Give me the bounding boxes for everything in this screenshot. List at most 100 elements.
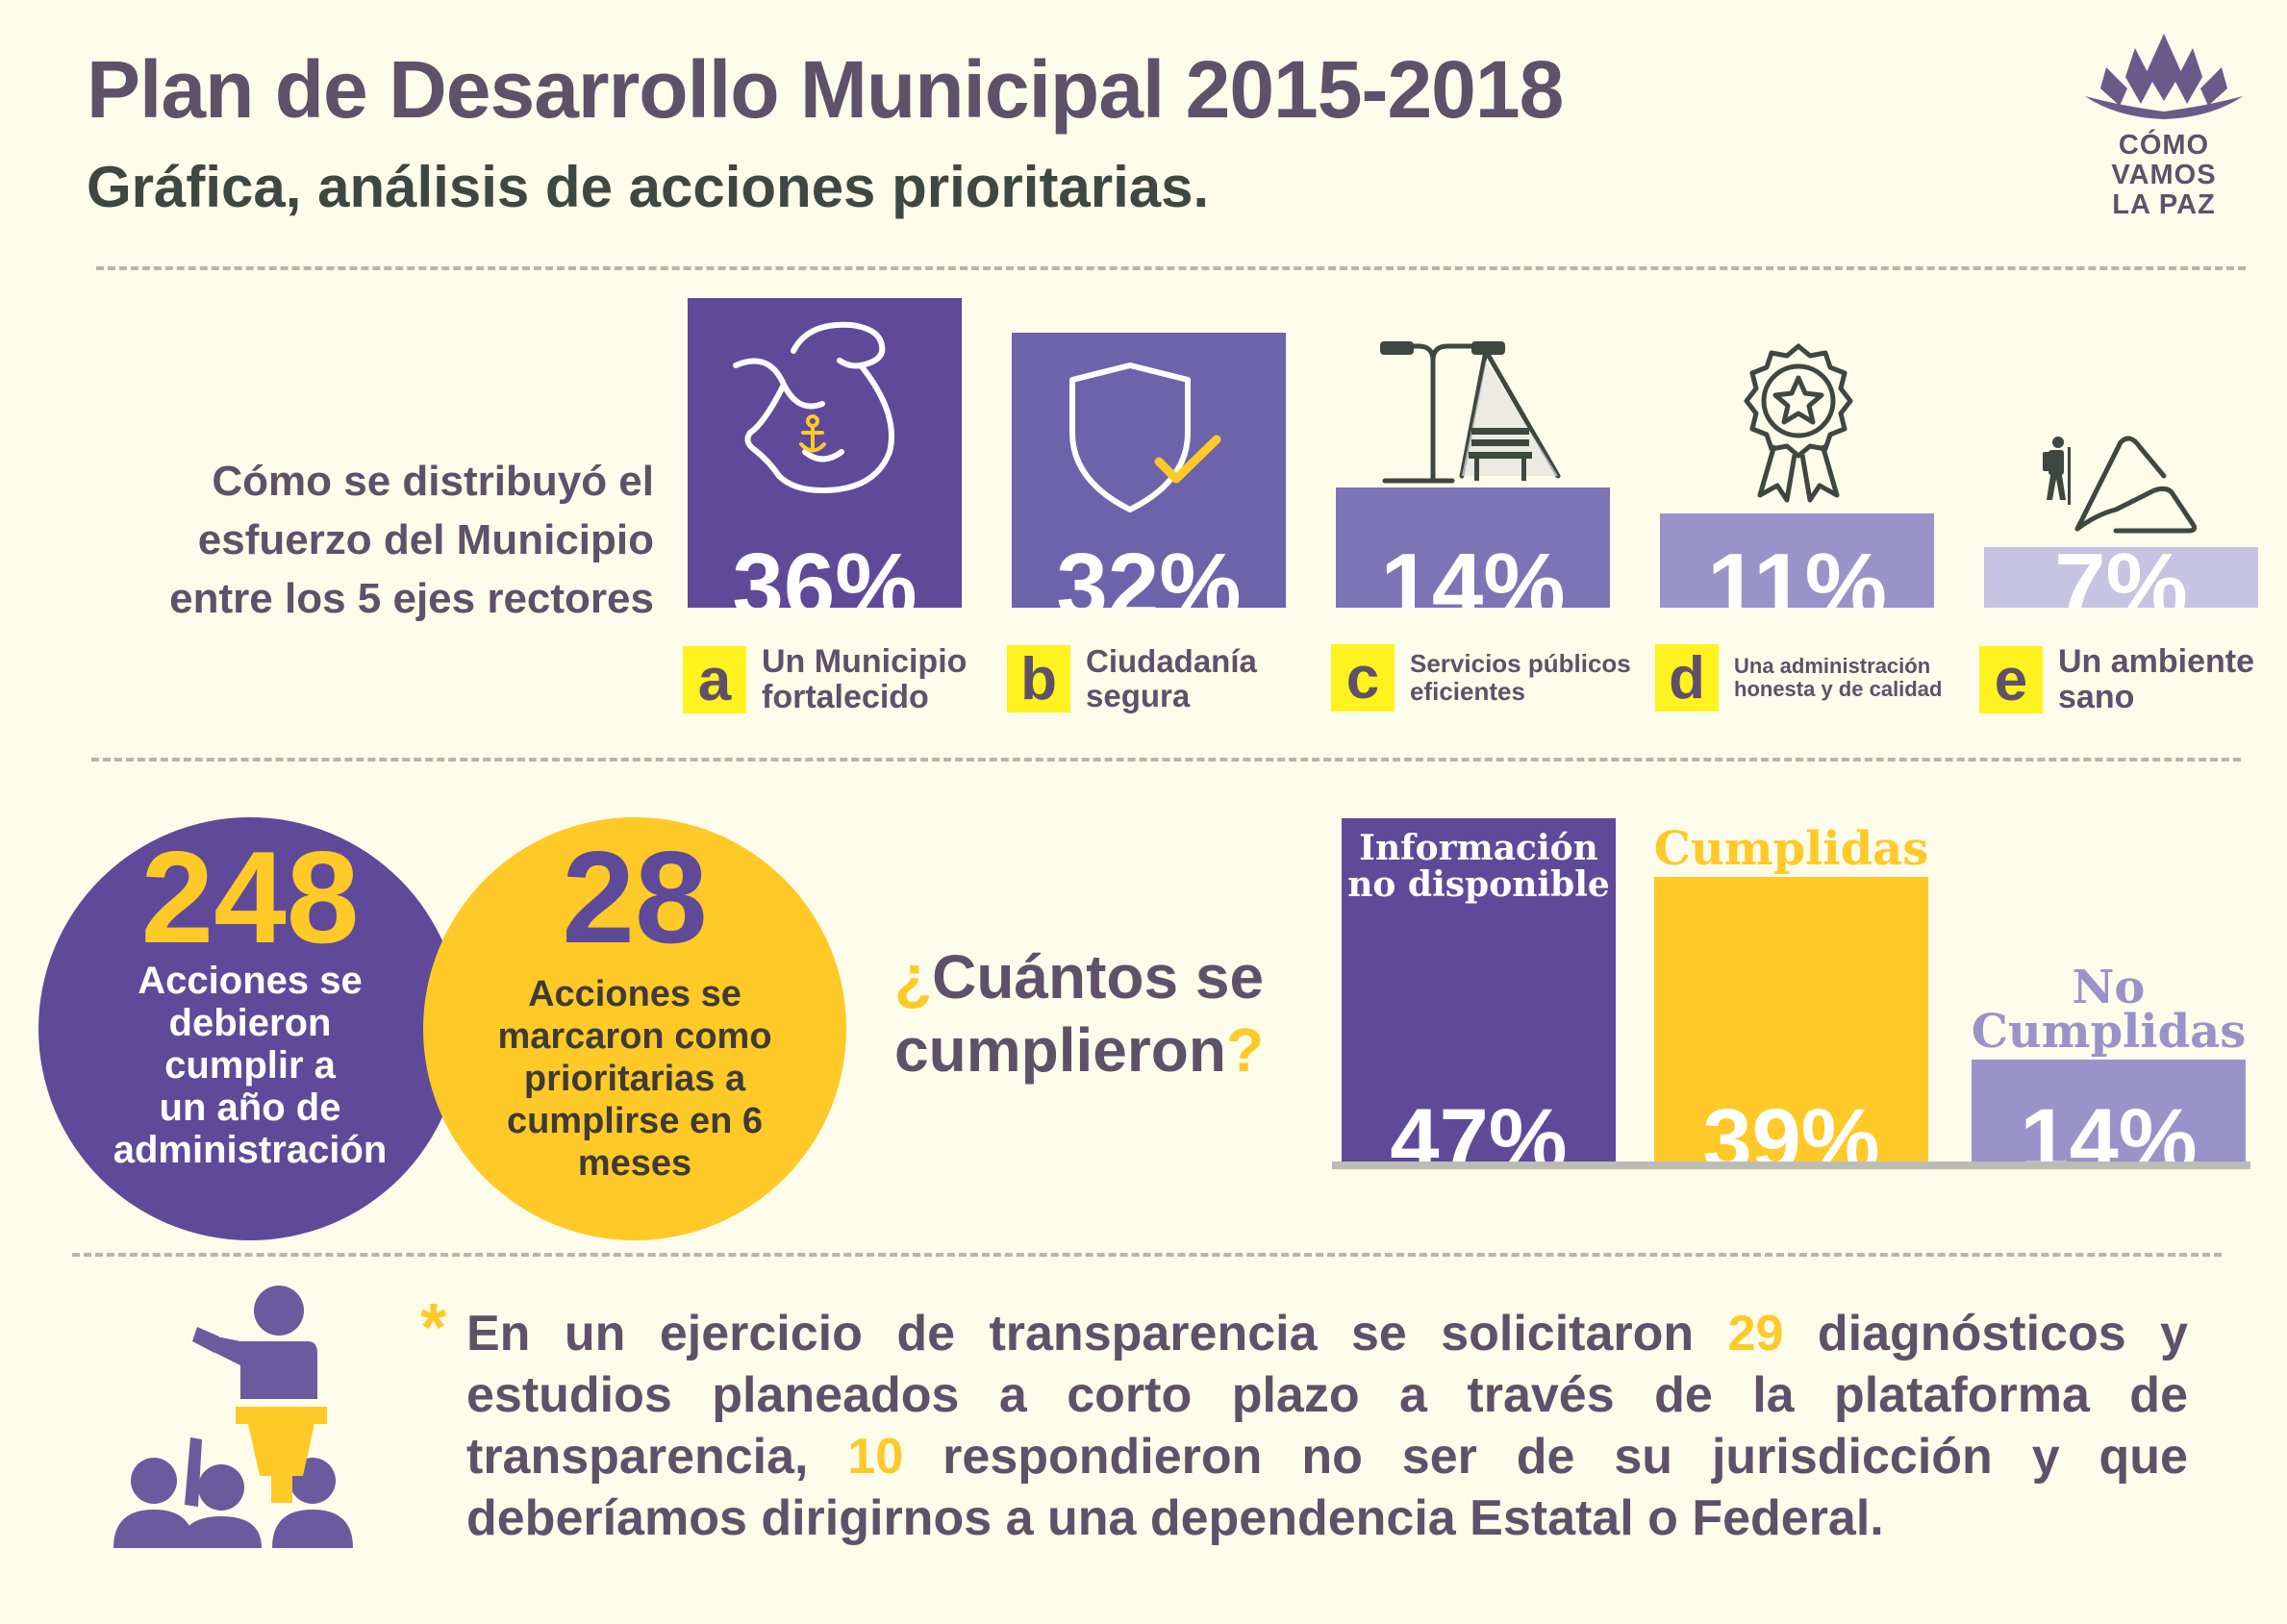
- chart1-category-line: segura: [1086, 678, 1191, 713]
- footnote-part: En un ejercicio de transparencia se soli…: [466, 1306, 1728, 1362]
- chart1-category-letter: d: [1655, 644, 1719, 712]
- footnote-part: diagnósticos y estudios planeados a cort…: [466, 1306, 2188, 1485]
- footnote-text: En un ejercicio de transparencia se soli…: [466, 1303, 2188, 1549]
- chart2-baseline: [1332, 1162, 2250, 1169]
- divider: [96, 266, 2246, 270]
- stat-circle-priority: 28 Acciones se marcaron como prioritaria…: [423, 817, 846, 1240]
- logo-line: CÓMO: [2118, 130, 2210, 161]
- chart1-bar: 11%: [1660, 513, 1934, 608]
- chart1-title-line: Cómo se distribuyó el: [212, 458, 654, 505]
- logo: CÓMO VAMOS LA PAZ: [2077, 29, 2250, 231]
- chart2-category-line: no disponible: [1347, 864, 1610, 905]
- chart1-category-line: sano: [2058, 679, 2135, 715]
- footnote-star: *: [420, 1289, 447, 1364]
- chart1-bar-value: 14%: [1380, 535, 1566, 609]
- chart2-title: ¿Cuántos se cumplieron?: [894, 940, 1264, 1087]
- chart1-category-letter: e: [1979, 646, 2043, 713]
- chart1-bar-value: 36%: [732, 535, 917, 609]
- stat-line: Acciones se: [528, 974, 741, 1014]
- chart1-category-label: a Un Municipio fortalecido: [683, 644, 967, 715]
- chart1-category-letter: c: [1331, 644, 1395, 712]
- stat-line: un año de: [159, 1087, 341, 1129]
- stat-line: debieron: [168, 1002, 332, 1044]
- chart1-category-label: e Un ambiente sano: [1979, 644, 2254, 715]
- chart2-category-line: Cumplidas: [1653, 822, 1929, 876]
- chart1-bar-value: 7%: [2054, 547, 2188, 608]
- chart1-title-line: esfuerzo del Municipio: [197, 516, 654, 563]
- chart2-title-line: ¿Cuántos se: [894, 940, 1264, 1013]
- chart1-category-line: Un Municipio: [762, 643, 968, 680]
- chart1-title-line: entre los 5 ejes rectores: [169, 575, 654, 622]
- question-text: Cuántos se: [932, 942, 1265, 1012]
- chart1-category-line: fortalecido: [762, 679, 929, 715]
- hiker-mountain-icon: [2043, 436, 2198, 534]
- chart1-category-text: Ciudadanía segura: [1086, 644, 1257, 713]
- logo-line: VAMOS: [2111, 160, 2217, 190]
- chart1-category-label: c Servicios públicos eficientes: [1331, 644, 1631, 712]
- stat-line: marcaron como: [497, 1016, 772, 1057]
- chart2-category-label: Información no disponible: [1322, 830, 1635, 903]
- streetlight-bench-icon: [1380, 341, 1561, 484]
- chart2-bar-value: 14%: [2020, 1091, 2198, 1162]
- logo-text: CÓMO VAMOS LA PAZ: [2077, 131, 2250, 220]
- chart2-category-line: No: [2072, 961, 2146, 1014]
- page-title: Plan de Desarrollo Municipal 2015-2018: [87, 44, 1564, 135]
- chart1-bar: 36%: [688, 298, 962, 608]
- divider: [72, 1253, 2222, 1257]
- chart1-bar: 7%: [1984, 547, 2258, 608]
- chart1-bar-value: 11%: [1707, 535, 1887, 609]
- stat-line: administración: [113, 1129, 388, 1171]
- chart1-category-text: Un Municipio fortalecido: [762, 644, 967, 715]
- footnote-part: respondieron no ser de su jurisdicción y…: [466, 1429, 2188, 1546]
- chart2-bar-value: 47%: [1390, 1091, 1568, 1162]
- chart1-category-line: Servicios públicos: [1410, 649, 1631, 678]
- chart1-category-text: Servicios públicos eficientes: [1410, 650, 1631, 706]
- lotus-icon: [2085, 34, 2243, 119]
- chart1-category-letter: a: [683, 646, 746, 713]
- chart1-category-label: d Una administración honesta y de calidad: [1655, 644, 1942, 712]
- chart2-title-line: cumplieron?: [894, 1013, 1264, 1087]
- footnote-number: 29: [1727, 1306, 1784, 1362]
- chart1-category-line: Ciudadanía: [1086, 643, 1257, 679]
- chart2-category-label: No Cumplidas: [1952, 961, 2265, 1059]
- question-close: ?: [1225, 1015, 1265, 1085]
- chart1-category-line: honesta y de calidad: [1734, 677, 1943, 701]
- chart2-category-label: Cumplidas: [1635, 822, 1948, 876]
- award-rosette-icon: [1744, 343, 1853, 503]
- stat-text: Acciones se debieron cumplir a un año de…: [38, 960, 462, 1171]
- chart1-bar: 14%: [1336, 487, 1610, 608]
- chart2-bar-value: 39%: [1702, 1091, 1880, 1162]
- page-subtitle: Gráfica, análisis de acciones prioritari…: [87, 155, 1210, 219]
- question-open: ¿: [894, 942, 933, 1012]
- stat-number: 28: [562, 824, 708, 970]
- chart2-bar: 39%: [1654, 877, 1928, 1162]
- chart1-category-line: eficientes: [1410, 677, 1525, 706]
- chart1-category-label: b Ciudadanía segura: [1007, 644, 1257, 713]
- chart2-category-line: Cumplidas: [1971, 1005, 2247, 1059]
- chart2-bar: 14%: [1972, 1060, 2246, 1162]
- chart1-title: Cómo se distribuyó el esfuerzo del Munic…: [48, 452, 654, 628]
- stat-line: prioritarias a: [523, 1059, 746, 1099]
- chart1-category-text: Un ambiente sano: [2058, 644, 2254, 715]
- chart1-category-line: Un ambiente: [2058, 643, 2255, 680]
- chart1-category-letter: b: [1007, 645, 1070, 712]
- chart1-category-line: Una administración: [1734, 654, 1931, 678]
- footnote-number: 10: [847, 1429, 904, 1485]
- flexed-arm-icon: [733, 321, 894, 493]
- chart2-bar: 47%: [1342, 818, 1616, 1162]
- speaker-audience-icon: [113, 1286, 353, 1548]
- shield-check-icon: [1069, 362, 1221, 512]
- stat-line: meses: [577, 1143, 692, 1184]
- divider: [91, 758, 2241, 762]
- chart1-bar-value: 32%: [1056, 535, 1242, 609]
- logo-line: LA PAZ: [2112, 189, 2216, 220]
- stat-text: Acciones se marcaron como prioritarias a…: [423, 973, 846, 1185]
- question-text: cumplieron: [894, 1015, 1226, 1085]
- stat-line: Acciones se: [138, 960, 363, 1002]
- chart1-category-text: Una administración honesta y de calidad: [1734, 655, 1942, 701]
- stat-line: cumplir a: [164, 1044, 336, 1087]
- stat-number: 248: [140, 824, 360, 970]
- stat-circle-total: 248 Acciones se debieron cumplir a un añ…: [38, 817, 462, 1240]
- stat-line: cumplirse en 6: [506, 1101, 764, 1141]
- chart1-bar: 32%: [1012, 333, 1286, 608]
